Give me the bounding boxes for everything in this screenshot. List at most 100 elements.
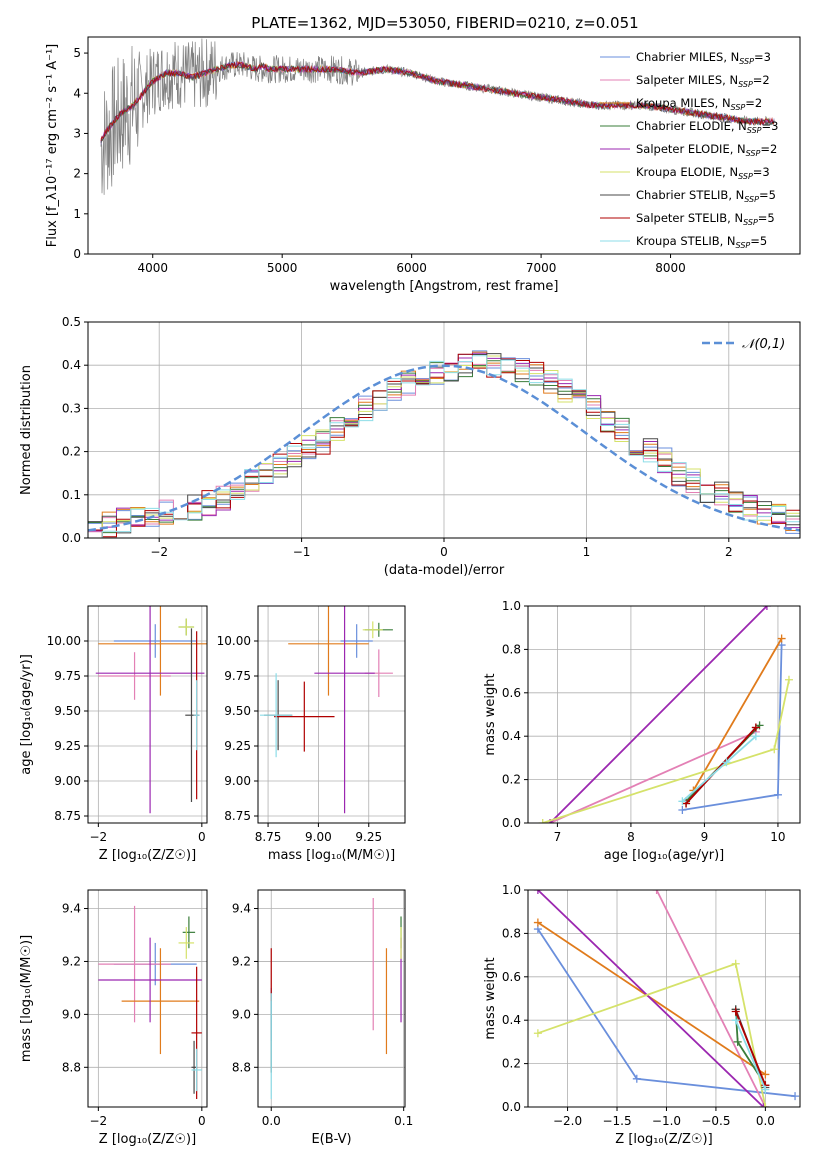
age-vs-mass-panel: 8.75 9.00 9.25 8.75 9.00 9.25 9.50 9.75 10.00 mas…: [217, 605, 406, 863]
x-tick-label: 0: [198, 1114, 206, 1128]
mass-vs-metallicity-panel: −2 0 8.8 9.0 9.2 9.4 Z [log₁₀(Z/Z☉)] mass [log₁…: [19, 889, 208, 1147]
x-tick-label: 1: [583, 545, 591, 559]
y-axis-label: Flux [f_λ10⁻¹⁷ erg cm⁻² s⁻¹ A⁻¹]: [45, 44, 60, 248]
x-tick-label: 9: [701, 830, 709, 844]
weight-point-5: [770, 745, 779, 754]
x-axis-label: wavelength [Angstrom, rest frame]: [330, 279, 559, 294]
y-tick-label: 2: [73, 167, 81, 181]
weight-point-5: [538, 819, 547, 823]
axes-frame: [87, 889, 208, 1108]
x-tick-label: 8: [627, 830, 635, 844]
y-tick-label: 3: [73, 126, 81, 140]
y-tick-label: 0.6: [502, 970, 521, 984]
legend-label: Salpeter MILES, NSSP=2: [636, 73, 770, 89]
weight-point-8: [751, 732, 760, 741]
weight-point-4: [759, 1103, 768, 1107]
weight-point-5: [731, 959, 740, 968]
weight-line-5: [537, 962, 767, 1107]
weight-line-8: [734, 1019, 767, 1090]
mass-weight-vs-metallicity-marks: [533, 890, 800, 1107]
y-tick-label: 0.6: [502, 686, 521, 700]
weight-point-7: [731, 1007, 740, 1016]
x-tick-label: 8000: [655, 261, 686, 275]
y-tick-label: 0.5: [62, 315, 81, 329]
x-tick-label: 7: [554, 830, 562, 844]
legend-label: Chabrier STELIB, NSSP=5: [636, 188, 776, 204]
x-tick-label: −2: [89, 830, 107, 844]
weight-point-8: [722, 758, 731, 767]
mass-weight-vs-age-marks: [538, 606, 793, 823]
mass-vs-metallicity-marks: [98, 905, 202, 1100]
y-tick-label: 5: [73, 46, 81, 60]
weight-point-5: [784, 675, 793, 684]
legend-label: Kroupa ELODIE, NSSP=3: [636, 165, 770, 181]
y-tick-label: 0: [73, 247, 81, 261]
x-tick-label: 0.1: [394, 1114, 413, 1128]
legend-label: Salpeter STELIB, NSSP=5: [636, 211, 775, 227]
weight-point-4: [533, 890, 542, 894]
y-tick-label: 9.0: [232, 1007, 251, 1021]
weight-point-8: [761, 1085, 770, 1094]
y-tick-label: 0.1: [62, 488, 81, 502]
x-axis-label: E(B-V): [311, 1132, 351, 1147]
weight-point-0: [632, 1074, 641, 1083]
weight-line-4: [549, 606, 768, 823]
spectrum-marks: [100, 38, 775, 195]
y-tick-label: 9.00: [224, 774, 251, 788]
y-tick-label: 0.3: [62, 401, 81, 415]
axes-frame: [87, 36, 801, 255]
y-tick-label: 9.25: [54, 739, 81, 753]
y-tick-label: 1.0: [502, 599, 521, 613]
y-tick-label: 9.00: [54, 774, 81, 788]
weight-point-0: [773, 790, 782, 799]
y-tick-label: 9.75: [224, 669, 251, 683]
weight-point-2: [761, 1070, 770, 1079]
y-tick-label: 9.50: [224, 704, 251, 718]
model-spectrum-line-6: [100, 61, 775, 142]
y-tick-label: 0.8: [502, 926, 521, 940]
y-tick-label: 0.0: [502, 1100, 521, 1114]
weight-point-8: [731, 1016, 740, 1025]
weight-point-2: [533, 918, 542, 927]
weight-point-3: [733, 1037, 742, 1046]
legend-label: Chabrier MILES, NSSP=3: [636, 50, 771, 66]
x-tick-label: 8.75: [255, 830, 282, 844]
weight-point-1: [652, 890, 661, 894]
y-tick-label: 9.4: [62, 902, 81, 916]
x-axis-label: Z [log₁₀(Z/Z☉)]: [99, 1132, 196, 1147]
y-tick-label: 9.2: [232, 954, 251, 968]
y-axis-label: Normed distribution: [19, 365, 34, 495]
y-tick-label: 0.4: [502, 1013, 521, 1027]
y-tick-label: 0.2: [502, 773, 521, 787]
y-axis-label: mass weight: [483, 957, 498, 1039]
legend-label: Salpeter ELODIE, NSSP=2: [636, 142, 777, 158]
y-tick-label: 9.0: [62, 1007, 81, 1021]
legend-label: Kroupa MILES, NSSP=2: [636, 96, 762, 112]
x-tick-label: 9.25: [355, 830, 382, 844]
y-tick-label: 0.4: [502, 729, 521, 743]
x-tick-label: −2: [150, 545, 168, 559]
axes-frame: [527, 605, 801, 824]
y-tick-label: 0.0: [502, 816, 521, 830]
weight-point-8: [678, 797, 687, 806]
spectrum-panel: 4000 5000 6000 7000 8000 0 1 2 3 4 5 wavelength [An…: [45, 36, 801, 294]
axes-frame: [527, 889, 801, 1108]
y-tick-label: 0.2: [502, 1057, 521, 1071]
y-tick-label: 0.8: [502, 642, 521, 656]
model-spectrum-line-7: [100, 61, 775, 141]
weight-line-7: [685, 726, 757, 805]
axes-frame: [257, 605, 406, 824]
x-tick-label: 7000: [526, 261, 557, 275]
x-tick-label: −1: [293, 545, 311, 559]
x-axis-label: age [log₁₀(age/yr)]: [604, 848, 725, 863]
weight-point-5: [761, 1103, 770, 1107]
age-vs-mass-marks: [260, 606, 393, 814]
residual-histogram-panel: −2 −1 0 1 2 0.0 0.1 0.2 0.3 0.4 0.5 (data-model)/er…: [19, 315, 801, 578]
weight-point-7: [751, 723, 760, 732]
x-axis-label: (data-model)/error: [384, 563, 505, 578]
weight-point-2: [777, 634, 786, 643]
age-vs-metallicity-panel: −2 0 8.75 9.00 9.25 9.50 9.75 10.00 Z [log₁₀(Z/Z…: [19, 605, 208, 863]
weight-point-4: [762, 606, 771, 610]
y-tick-label: 4: [73, 86, 81, 100]
y-axis-label: mass [log₁₀(M/M☉)]: [19, 935, 34, 1062]
